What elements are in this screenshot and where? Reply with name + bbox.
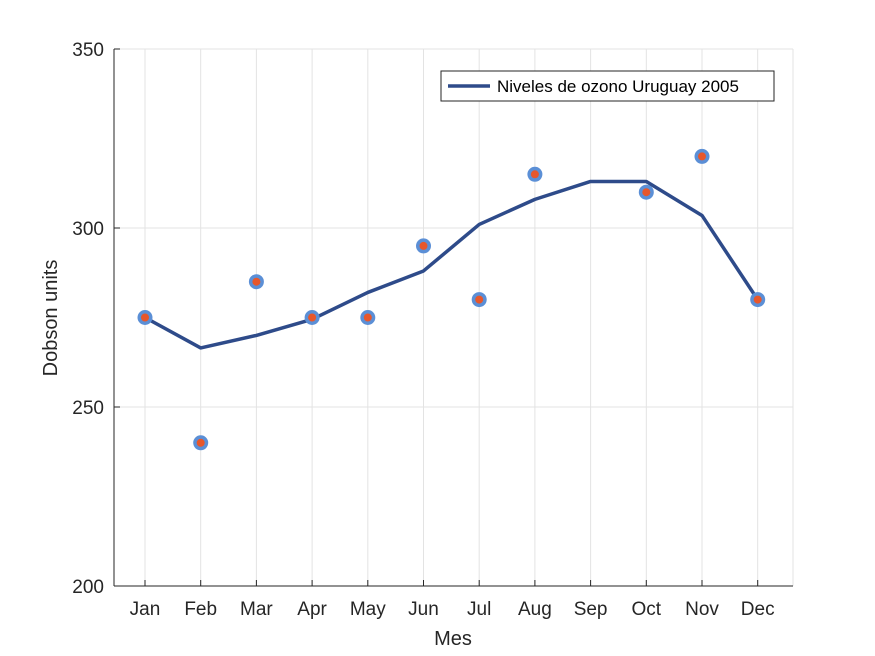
legend: Niveles de ozono Uruguay 2005 [440, 70, 775, 102]
scatter-point-aug [527, 166, 543, 182]
scatter-point-apr [304, 310, 320, 325]
scatter-marker-dot [475, 295, 484, 304]
x-tick-label-dec: Dec [741, 599, 775, 620]
scatter-marker-dot [530, 170, 539, 179]
axis-ticks: Jan Feb Mar Apr May Jun Jul Aug Sep Oct Nov Dec 200 2… [72, 40, 774, 620]
y-tick-label-250: 250 [72, 398, 104, 419]
scatter-point-dec [750, 292, 766, 308]
scatter-marker-dot [642, 188, 651, 197]
scatter-point-jun [416, 238, 431, 254]
series-layer [137, 148, 766, 451]
x-axis-title: Mes [434, 628, 472, 650]
y-tick-label-200: 200 [72, 577, 104, 598]
x-tick-label-nov: Nov [685, 599, 719, 620]
y-tick-label-300: 300 [72, 219, 104, 240]
plot-background [114, 49, 793, 586]
x-tick-label-sep: Sep [574, 599, 608, 620]
scatter-marker-dot [363, 313, 372, 322]
scatter-point-jul [471, 292, 487, 308]
scatter-point-mar [248, 274, 264, 290]
legend-box [440, 70, 775, 102]
scatter-point-oct [638, 184, 654, 200]
scatter-marker-dot [141, 313, 149, 322]
scatter-marker-dot [196, 438, 205, 447]
scatter-marker-dot [252, 277, 261, 286]
x-tick-label-mar: Mar [240, 599, 273, 620]
scatter-marker-dot [753, 295, 762, 304]
x-tick-label-apr: Apr [297, 599, 327, 620]
legend-entry-label: Niveles de ozono Uruguay 2005 [497, 77, 739, 96]
scatter-marker-dot [308, 313, 317, 322]
x-tick-label-oct: Oct [632, 599, 662, 620]
axes [113, 49, 793, 587]
scatter-point-nov [694, 148, 710, 164]
x-tick-label-aug: Aug [518, 599, 552, 620]
x-tick-label-feb: Feb [184, 599, 217, 620]
x-tick-label-may: May [350, 599, 386, 620]
x-tick-label-jan: Jan [130, 599, 161, 620]
series-line-ozone [144, 179, 760, 350]
x-tick-label-jul: Jul [467, 599, 491, 620]
scatter-marker-dot [698, 152, 706, 161]
x-tick-label-jun: Jun [408, 599, 439, 620]
scatter-point-may [360, 310, 376, 325]
scatter-point-feb [193, 435, 209, 451]
y-axis-title: Dobson units [40, 260, 62, 377]
y-tick-label-350: 350 [72, 40, 104, 61]
scatter-point-jan [137, 310, 153, 325]
scatter-marker-dot [419, 241, 428, 250]
